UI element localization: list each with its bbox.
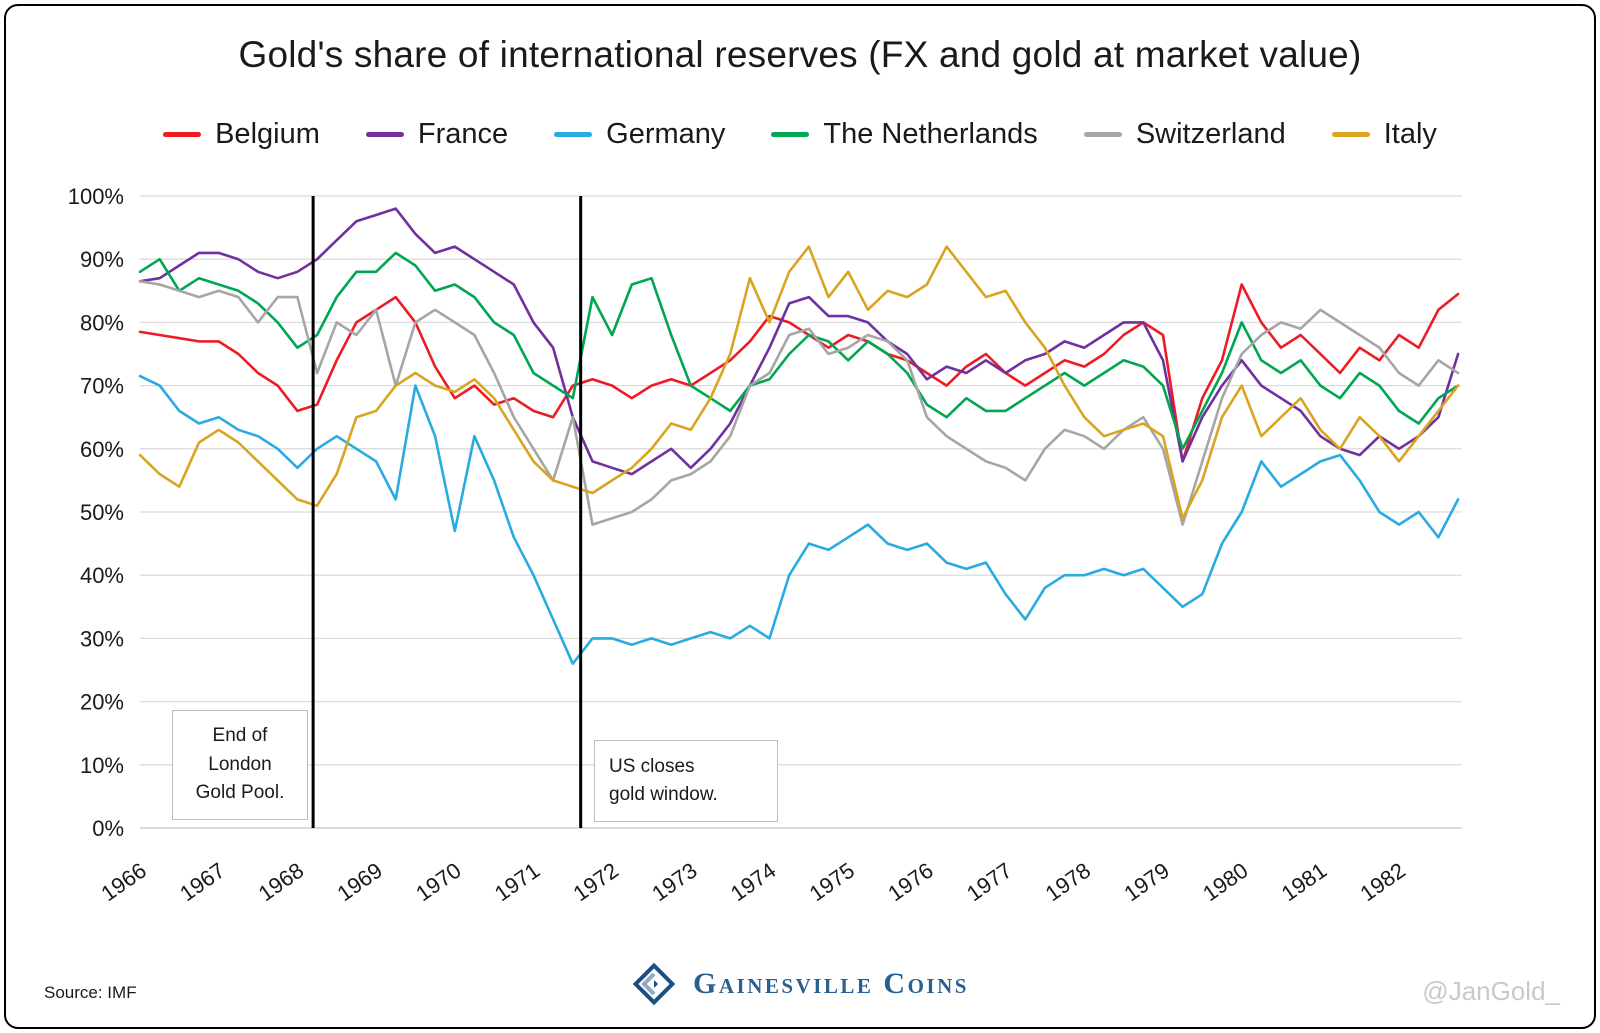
- x-axis-tick-label: 1980: [1198, 858, 1252, 907]
- x-axis-tick-label: 1975: [805, 858, 859, 907]
- legend-item-france: France: [365, 118, 509, 151]
- legend-label-switzerland: Switzerland: [1135, 118, 1286, 150]
- legend-label-italy: Italy: [1383, 118, 1437, 150]
- brand-name: Gainesville Coins: [693, 967, 969, 1000]
- legend-label-france: France: [417, 118, 509, 150]
- x-axis-tick-label: 1968: [254, 858, 308, 907]
- legend-label-belgium: Belgium: [215, 118, 320, 150]
- legend-swatch-netherlands: [771, 132, 810, 137]
- legend-item-belgium: Belgium: [163, 118, 320, 151]
- x-axis-tick-label: 1973: [647, 858, 701, 907]
- x-axis-tick-label: 1966: [96, 858, 150, 907]
- x-axis-tick-label: 1979: [1119, 858, 1173, 907]
- x-axis-tick-label: 1970: [411, 858, 465, 907]
- series-line-the-netherlands: [138, 251, 1460, 451]
- x-axis-tick-label: 1969: [332, 858, 386, 907]
- brand-block: Gainesville Coins: [0, 961, 1600, 1007]
- annotation-end-of-london-gold-pool: End of London Gold Pool.: [172, 710, 308, 820]
- legend-item-germany: Germany: [554, 118, 725, 151]
- chart-title: Gold's share of international reserves (…: [238, 34, 1362, 75]
- legend-label-germany: Germany: [606, 118, 726, 150]
- x-axis-tick-label: 1976: [883, 858, 937, 907]
- series-line-italy: [138, 245, 1460, 520]
- legend-item-netherlands: The Netherlands: [771, 118, 1038, 151]
- series-line-belgium: [138, 283, 1460, 463]
- legend: Belgium France Germany The Netherlands S…: [0, 118, 1600, 151]
- legend-swatch-switzerland: [1083, 132, 1122, 137]
- y-axis-tick-label: 90%: [80, 247, 124, 272]
- legend-item-switzerland: Switzerland: [1083, 118, 1286, 151]
- legend-swatch-france: [365, 132, 404, 137]
- source-note: Source: IMF: [44, 983, 137, 1002]
- y-axis-tick-label: 40%: [80, 563, 124, 588]
- legend-label-netherlands: The Netherlands: [823, 118, 1038, 150]
- x-axis-tick-label: 1972: [569, 858, 623, 907]
- legend-swatch-italy: [1331, 132, 1370, 137]
- x-axis-tick-label: 1982: [1355, 858, 1409, 907]
- y-axis-tick-label: 20%: [80, 690, 124, 715]
- series-line-germany: [138, 374, 1460, 666]
- x-axis-tick-label: 1978: [1041, 858, 1095, 907]
- gainesville-coins-logo: [632, 962, 676, 1006]
- legend-swatch-belgium: [163, 132, 202, 137]
- watermark-handle: @JanGold_: [1422, 976, 1560, 1006]
- series-line-switzerland: [138, 279, 1460, 526]
- y-axis-tick-label: 10%: [80, 753, 124, 778]
- x-axis-tick-label: 1981: [1277, 858, 1331, 907]
- x-axis-tick-label: 1977: [962, 858, 1016, 907]
- y-axis-tick-label: 0%: [92, 816, 124, 841]
- legend-item-italy: Italy: [1331, 118, 1437, 151]
- y-axis-tick-label: 80%: [80, 310, 124, 335]
- annotation-us-closes-gold-window: US closes gold window.: [594, 740, 778, 822]
- y-axis-tick-label: 30%: [80, 626, 124, 651]
- y-axis-tick-label: 60%: [80, 437, 124, 462]
- y-axis-tick-label: 70%: [80, 374, 124, 399]
- x-axis-tick-label: 1974: [726, 858, 780, 907]
- legend-swatch-germany: [554, 132, 593, 137]
- x-axis-tick-label: 1971: [490, 858, 544, 907]
- y-axis-tick-label: 50%: [80, 500, 124, 525]
- x-axis-tick-label: 1967: [175, 858, 229, 907]
- y-axis-tick-label: 100%: [68, 184, 124, 209]
